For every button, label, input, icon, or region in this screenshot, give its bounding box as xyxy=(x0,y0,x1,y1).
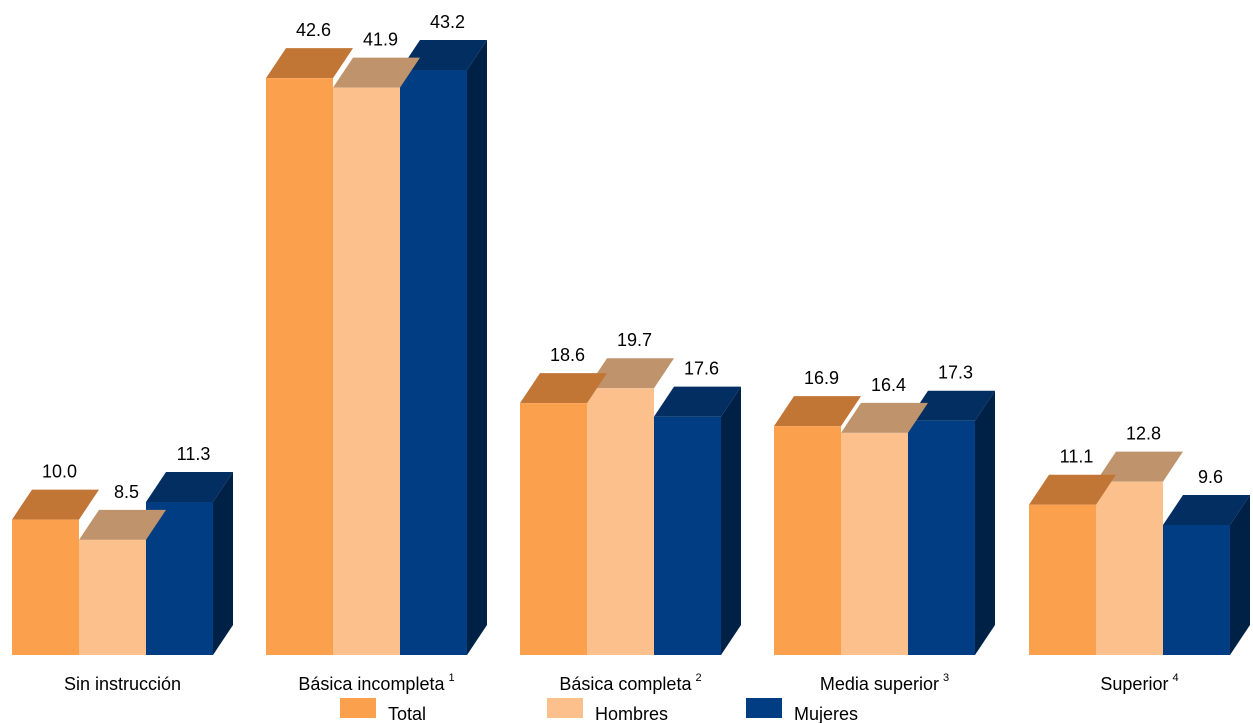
value-label-hombres-basica-incompleta: 41.9 xyxy=(363,30,398,50)
bar-top-mujeres-media-superior xyxy=(908,390,995,421)
value-label-hombres-superior: 12.8 xyxy=(1126,424,1161,444)
category-label-sin-instruccion: Sin instrucción xyxy=(64,674,181,694)
bar-side-mujeres-sin-instruccion xyxy=(213,471,233,655)
category-label-basica-incompleta: Básica incompleta 1 xyxy=(298,672,454,694)
bar-top-hombres-sin-instruccion xyxy=(79,509,166,540)
bar-mujeres-basica-completa xyxy=(654,416,721,655)
bar-mujeres-basica-incompleta xyxy=(400,70,467,655)
bar-top-total-basica-completa xyxy=(520,373,607,404)
legend-swatch-hombres xyxy=(547,698,583,718)
value-label-hombres-media-superior: 16.4 xyxy=(871,375,906,395)
legend-swatch-mujeres xyxy=(746,698,782,718)
bar-hombres-sin-instruccion xyxy=(79,539,146,655)
value-label-total-basica-completa: 18.6 xyxy=(550,345,585,365)
bar-side-mujeres-basica-completa xyxy=(721,386,741,655)
value-label-hombres-sin-instruccion: 8.5 xyxy=(114,482,139,502)
bar-mujeres-sin-instruccion xyxy=(146,501,213,655)
value-labels-layer: 11.3 8.5 10.0 43.2 41.9 42.6 17.6 19.7 18.6 17.3 1… xyxy=(42,12,1223,502)
bar-top-total-superior xyxy=(1029,474,1116,505)
bar-top-hombres-basica-completa xyxy=(587,358,674,389)
category-label-media-superior: Media superior 3 xyxy=(820,672,949,694)
bar-top-mujeres-basica-completa xyxy=(654,386,741,417)
bar-side-mujeres-media-superior xyxy=(975,390,995,655)
bar-hombres-media-superior xyxy=(841,432,908,655)
footnote-marker-basica-completa: 2 xyxy=(695,672,701,684)
bar-total-basica-incompleta xyxy=(266,78,333,655)
footnote-marker-superior: 4 xyxy=(1172,672,1178,684)
value-label-mujeres-basica-incompleta: 43.2 xyxy=(430,12,465,32)
bar-side-mujeres-basica-incompleta xyxy=(467,40,487,655)
bar-mujeres-media-superior xyxy=(908,420,975,655)
bar-total-sin-instruccion xyxy=(12,519,79,655)
legend-label-total: Total xyxy=(388,704,426,723)
bar-top-total-basica-incompleta xyxy=(266,48,353,79)
bar-side-mujeres-superior xyxy=(1230,495,1250,655)
bar-total-media-superior xyxy=(774,426,841,655)
bar-top-hombres-basica-incompleta xyxy=(333,57,420,88)
bar-hombres-basica-incompleta xyxy=(333,87,400,655)
bar-top-hombres-media-superior xyxy=(841,402,928,433)
bar-hombres-superior xyxy=(1096,481,1163,655)
bar-top-mujeres-basica-incompleta xyxy=(400,40,487,70)
footnote-marker-basica-incompleta: 1 xyxy=(448,672,454,684)
bar-top-hombres-superior xyxy=(1096,451,1183,482)
value-label-total-basica-incompleta: 42.6 xyxy=(296,20,331,40)
value-label-mujeres-basica-completa: 17.6 xyxy=(684,359,719,379)
value-label-total-sin-instruccion: 10.0 xyxy=(42,462,77,482)
category-label-basica-completa: Básica completa 2 xyxy=(559,672,701,694)
legend-label-hombres: Hombres xyxy=(595,704,668,723)
bar-total-basica-completa xyxy=(520,403,587,655)
legend-swatch-total xyxy=(340,698,376,718)
value-label-hombres-basica-completa: 19.7 xyxy=(617,330,652,350)
value-label-mujeres-media-superior: 17.3 xyxy=(938,363,973,383)
bar-total-superior xyxy=(1029,504,1096,655)
bar-top-mujeres-superior xyxy=(1163,495,1250,525)
category-label-superior: Superior 4 xyxy=(1100,672,1178,694)
value-label-total-media-superior: 16.9 xyxy=(804,368,839,388)
value-label-total-superior: 11.1 xyxy=(1060,447,1094,467)
bar-top-mujeres-sin-instruccion xyxy=(146,471,233,502)
legend: Total Hombres Mujeres xyxy=(340,698,858,723)
value-label-mujeres-superior: 9.6 xyxy=(1198,467,1223,487)
bar-top-total-sin-instruccion xyxy=(12,489,99,520)
bar-mujeres-superior xyxy=(1163,525,1230,655)
value-label-mujeres-sin-instruccion: 11.3 xyxy=(177,444,211,464)
legend-label-mujeres: Mujeres xyxy=(794,704,858,723)
bar-top-total-media-superior xyxy=(774,396,861,427)
bars-layer xyxy=(12,40,1250,655)
category-labels-layer: Sin instrucción Básica incompleta 1 Básica … xyxy=(64,672,1179,694)
footnote-marker-media-superior: 3 xyxy=(943,672,949,684)
bar-hombres-basica-completa xyxy=(587,388,654,655)
